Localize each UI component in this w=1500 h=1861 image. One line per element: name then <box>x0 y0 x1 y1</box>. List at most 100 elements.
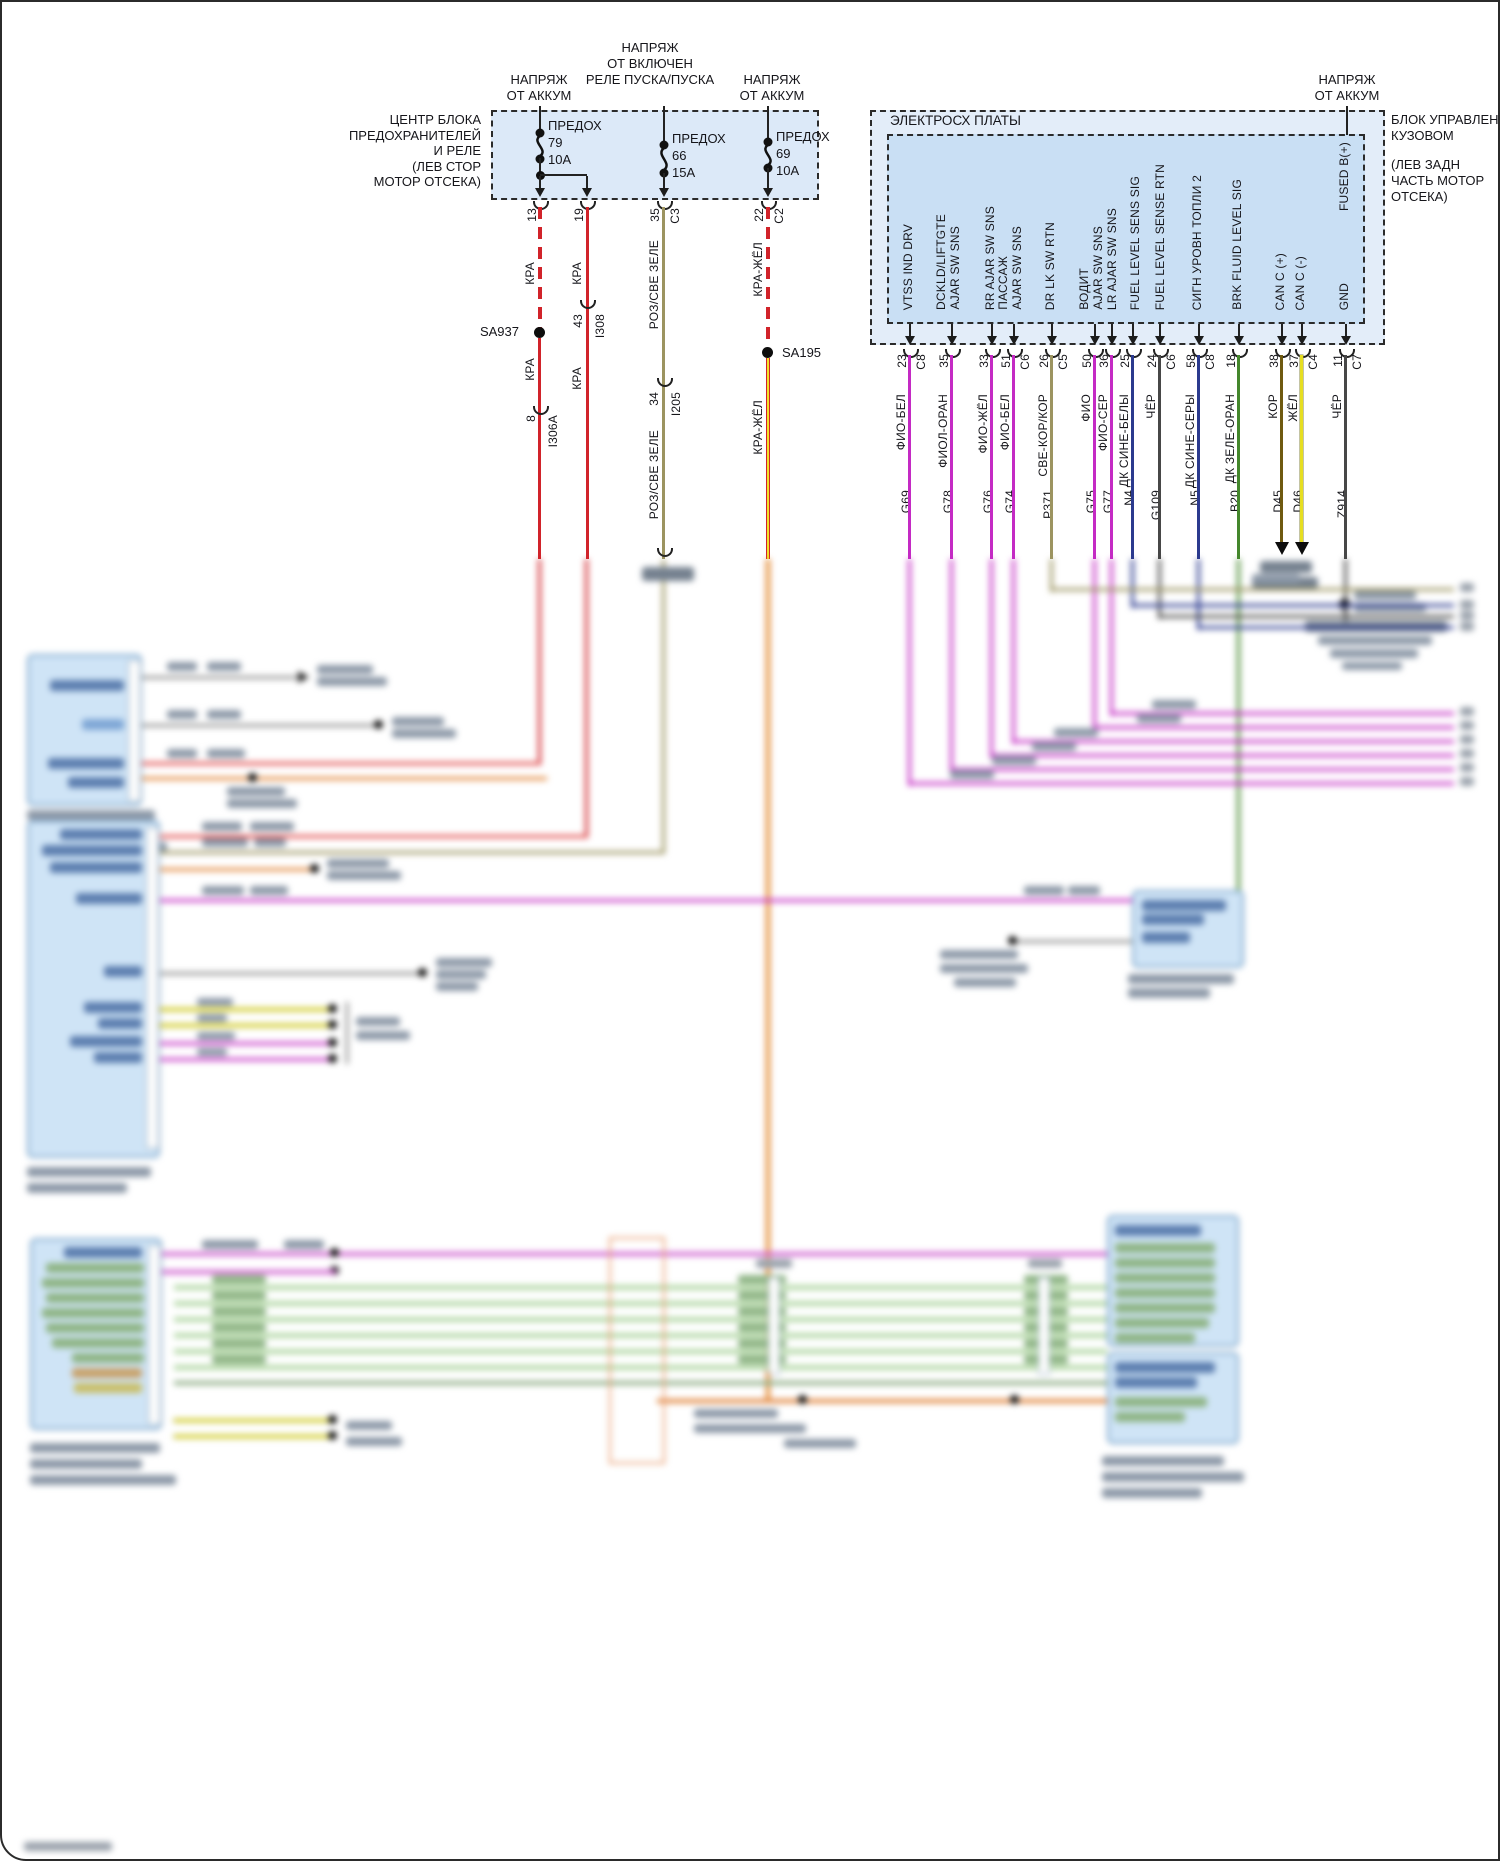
blurred-text <box>284 1240 324 1249</box>
blurred-text <box>1152 700 1196 709</box>
blurred-text <box>1115 1243 1215 1253</box>
wire <box>663 106 665 142</box>
blurred-text <box>197 1014 227 1022</box>
wire <box>174 1333 1107 1338</box>
wire <box>1093 559 1096 730</box>
blurred-footer-text <box>24 1842 112 1851</box>
bracket <box>346 1002 348 1064</box>
wire-id: P371 <box>1041 490 1055 519</box>
connector-icon <box>1339 349 1355 358</box>
wire-id: N4 <box>1122 490 1136 506</box>
text-line: РЕЛЕ ПУСКА/ПУСКА <box>585 72 715 87</box>
arrow-down-icon <box>1155 336 1165 345</box>
text-line: ОТ АККУМ <box>1314 88 1380 103</box>
blurred-caption <box>27 1183 127 1193</box>
wire-id: G78 <box>941 490 955 514</box>
bcm-pin-label: LR AJAR SW SNS <box>1105 207 1119 310</box>
blurred-text <box>82 719 124 730</box>
wire-id: B20 <box>1228 490 1242 512</box>
connector-id: C8 <box>914 354 928 370</box>
blurred-text <box>738 1339 786 1348</box>
wire <box>990 754 1454 757</box>
arrow-down-icon <box>1277 336 1287 345</box>
blurred-text <box>436 970 486 979</box>
wire <box>160 868 314 871</box>
text-line: ПРЕДОХРАНИТЕЛЕЙ <box>348 127 481 143</box>
bcm-pin-label: ПАССАЖ <box>996 256 1010 310</box>
pin-number: 35 <box>648 208 662 222</box>
blurred-text <box>207 662 241 671</box>
wire <box>1158 355 1161 559</box>
blurred-text <box>694 1424 806 1433</box>
wire-color-label: КРА-ЖЁЛ <box>751 400 765 455</box>
wire <box>142 676 297 679</box>
blurred-text <box>436 982 478 991</box>
wire <box>1132 324 1134 337</box>
bcm-pin-label: VTSS IND DRV <box>901 223 915 310</box>
blurred-text <box>94 1052 142 1063</box>
blurred-text <box>197 1032 235 1040</box>
connector-icon <box>657 548 673 557</box>
wire <box>174 1435 332 1438</box>
blurred-text <box>1460 622 1474 631</box>
splice-dot <box>330 1248 339 1257</box>
wire-kra-zhel-dashed <box>766 207 770 342</box>
blurred-text <box>1024 886 1064 895</box>
wire <box>174 1365 1107 1370</box>
blurred-caption <box>27 1167 151 1177</box>
blurred-text <box>1252 574 1300 583</box>
blurred-pin-strip <box>128 660 141 802</box>
blurred-caption <box>30 1443 160 1453</box>
bcm-pin-label: CAN C (+) <box>1273 252 1287 310</box>
blurred-text <box>1460 600 1474 609</box>
splice-label: SA195 <box>782 345 822 360</box>
blurred-text <box>50 680 124 691</box>
wire <box>909 324 911 337</box>
wire <box>1345 324 1347 337</box>
splice-label: SA937 <box>479 324 519 339</box>
wire <box>160 1008 332 1011</box>
arrow-down-icon <box>1341 336 1351 345</box>
splice-dot <box>328 1415 337 1424</box>
blurred-text <box>1115 1397 1207 1407</box>
blurred-text <box>694 1409 778 1418</box>
wire <box>1110 712 1454 715</box>
wire-color-label: ФИО <box>1079 394 1093 422</box>
wire <box>538 559 541 765</box>
fuse-number: 66 <box>672 148 687 163</box>
blurred-text <box>70 1036 142 1047</box>
arrow-down-icon <box>1297 336 1307 345</box>
connector-id: I306A <box>546 415 560 448</box>
wire <box>950 355 953 559</box>
wire <box>1110 559 1113 716</box>
wire <box>1346 106 1348 135</box>
blurred-text <box>1460 777 1474 786</box>
arrow-down-icon <box>1047 336 1057 345</box>
wire <box>160 972 422 975</box>
blurred-text <box>356 1031 410 1040</box>
blurred-text <box>202 886 244 895</box>
blurred-inline-connector <box>1038 1277 1050 1375</box>
fuse-number: 69 <box>776 146 791 161</box>
wire <box>950 559 953 772</box>
blurred-text <box>436 958 492 967</box>
connector-icon <box>580 300 596 309</box>
blurred-lower-diagram <box>2 559 1498 1859</box>
wire-color-label: РОЗ/СВЕ ЗЕЛЕ <box>647 240 661 330</box>
wire <box>1238 324 1240 337</box>
connector-icon <box>1192 349 1208 358</box>
wire-color-label: ДК СИНЕ-БЕЛЫ <box>1117 394 1131 488</box>
wire-id: G76 <box>981 490 995 514</box>
blurred-text <box>317 677 387 686</box>
connector-id: C3 <box>668 208 682 224</box>
wire-color-label: ФИОЛ-ОРАН <box>936 394 950 468</box>
connector-id: C5 <box>1056 354 1070 370</box>
connector-icon <box>1007 349 1023 358</box>
blurred-text <box>42 1278 144 1288</box>
blurred-text <box>1354 591 1416 600</box>
wire <box>174 1317 1107 1322</box>
wire <box>1012 559 1015 744</box>
wire <box>174 1301 1107 1306</box>
text-line: ЦЕНТР БЛОКА <box>389 112 481 127</box>
connector-id: C2 <box>772 208 786 224</box>
